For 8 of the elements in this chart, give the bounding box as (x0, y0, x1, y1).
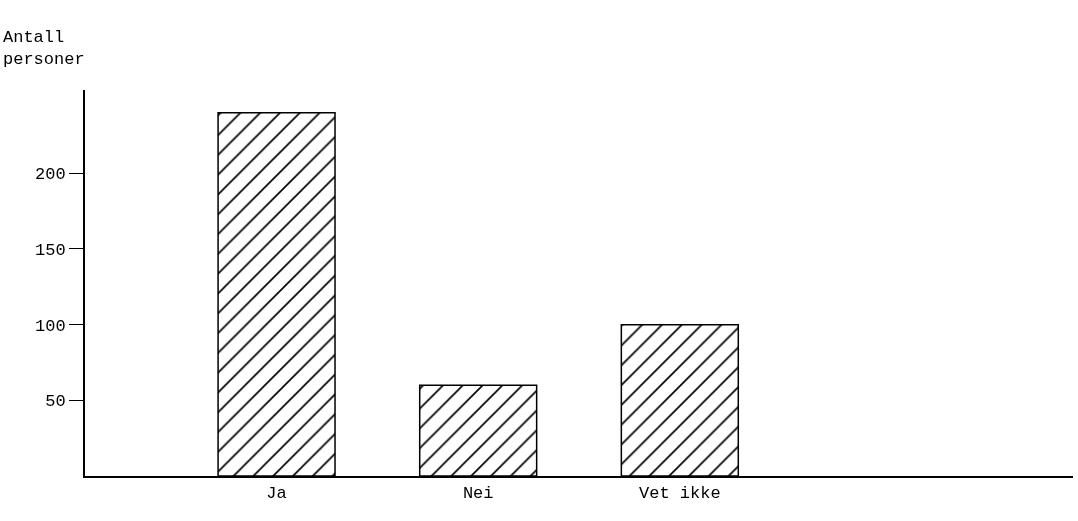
x-tick-label: Ja (266, 484, 287, 504)
y-tick-label: 50 (45, 392, 66, 412)
y-tick-label: 100 (34, 316, 66, 336)
x-tick-label: Nei (462, 484, 494, 504)
x-tick-label: Vet ikke (639, 484, 721, 504)
y-axis-title: Antall personer (3, 28, 85, 70)
y-tick-label: 200 (34, 165, 66, 185)
y-tick-label: 150 (34, 240, 66, 260)
